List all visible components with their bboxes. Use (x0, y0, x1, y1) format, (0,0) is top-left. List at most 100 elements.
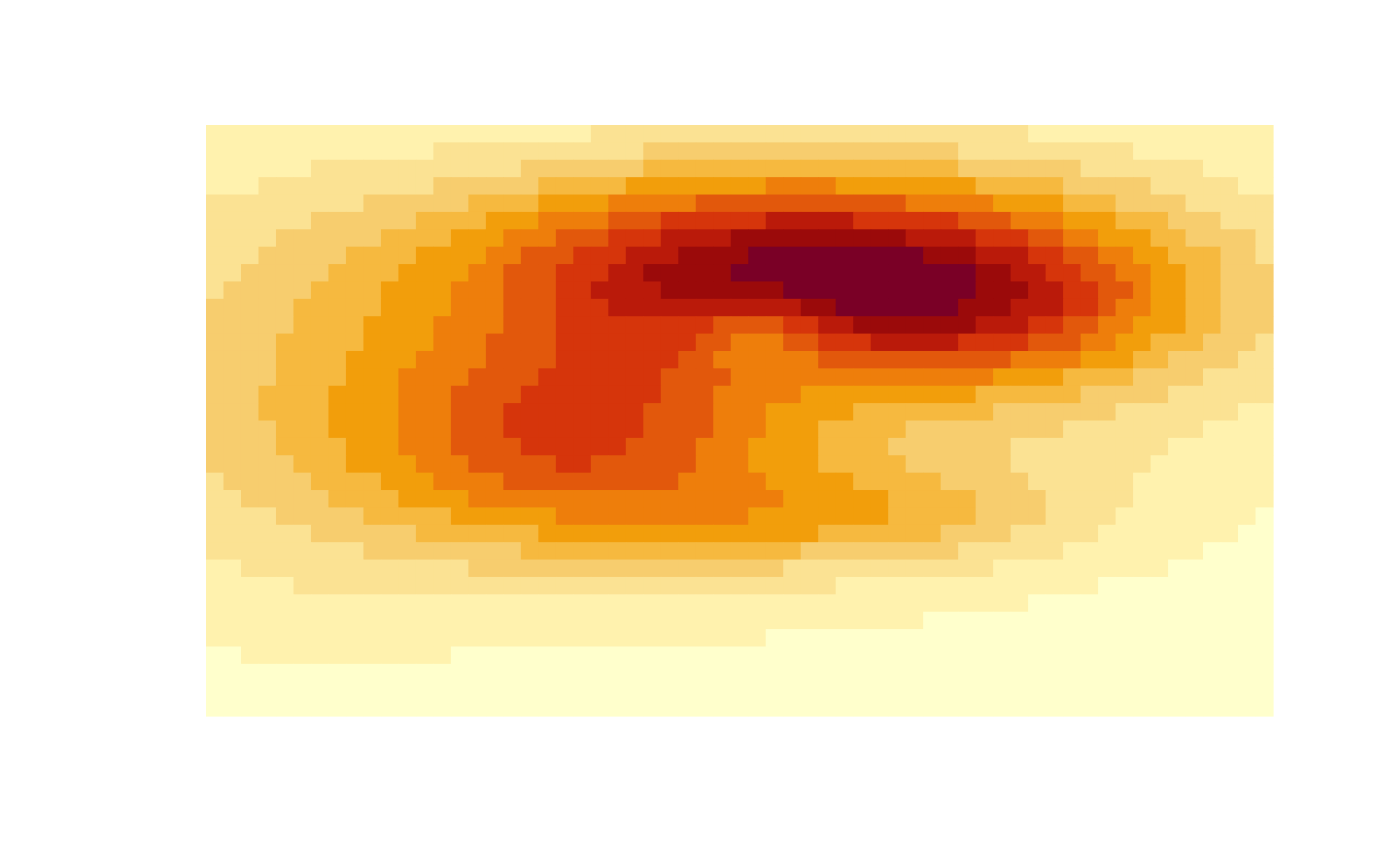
heatmap-cell (958, 333, 977, 352)
heatmap-cell (223, 246, 242, 265)
heatmap-cell (1185, 455, 1204, 474)
heatmap-cell (1115, 403, 1134, 422)
heatmap-cell (975, 264, 994, 283)
heatmap-cell (678, 542, 697, 561)
heatmap-cell (800, 298, 819, 317)
heatmap-cell (485, 281, 504, 300)
heatmap-cell (520, 142, 539, 161)
heatmap-cell (1098, 350, 1117, 369)
heatmap-cell (1168, 159, 1187, 178)
heatmap-cell (975, 594, 994, 613)
heatmap-cell (888, 472, 907, 491)
heatmap-cell (1115, 281, 1134, 300)
heatmap-cell (765, 316, 784, 335)
heatmap-cell (398, 246, 417, 265)
heatmap-cell (608, 281, 627, 300)
heatmap-cell (923, 229, 942, 248)
heatmap-cell (240, 559, 260, 578)
heatmap-cell (310, 142, 330, 161)
heatmap-cell (1063, 403, 1082, 422)
heatmap-cell (1150, 350, 1169, 369)
heatmap-cell (975, 455, 994, 474)
heatmap-cell (1220, 611, 1239, 630)
heatmap-cell (1098, 663, 1117, 682)
heatmap-cell (1098, 455, 1117, 474)
heatmap-cell (468, 507, 487, 526)
heatmap-cell (520, 611, 539, 630)
heatmap-cell (695, 142, 714, 161)
heatmap-cell (695, 698, 714, 717)
heatmap-cell (328, 281, 347, 300)
heatmap-cell (450, 420, 469, 439)
heatmap-cell (240, 524, 260, 543)
heatmap-cell (800, 437, 819, 456)
heatmap-cell (1115, 559, 1134, 578)
heatmap-cell (643, 264, 662, 283)
heatmap-cell (643, 663, 662, 682)
heatmap-cell (1098, 594, 1117, 613)
heatmap-cell (520, 350, 539, 369)
heatmap-cell (835, 316, 854, 335)
heatmap-cell (975, 194, 994, 213)
heatmap-cell (415, 281, 434, 300)
heatmap-cell (993, 142, 1012, 161)
heatmap-cell (783, 246, 802, 265)
heatmap-cell (573, 472, 592, 491)
heatmap-cell (590, 629, 609, 648)
heatmap-cell (1203, 420, 1222, 439)
heatmap-cell (328, 524, 347, 543)
heatmap-cell (940, 264, 959, 283)
heatmap-cell (730, 437, 749, 456)
heatmap-cell (1115, 437, 1134, 456)
heatmap-cell (1238, 316, 1257, 335)
heatmap-cell (1080, 246, 1099, 265)
heatmap-cell (800, 576, 819, 595)
heatmap-cell (328, 333, 347, 352)
heatmap-cell (730, 594, 749, 613)
heatmap-cell (643, 316, 662, 335)
heatmap-cell (888, 559, 907, 578)
heatmap-cell (590, 420, 609, 439)
heatmap-cell (275, 629, 295, 648)
heatmap-cell (206, 264, 225, 283)
heatmap-cell (310, 368, 330, 387)
heatmap-cell (1220, 333, 1239, 352)
heatmap-cell (363, 611, 382, 630)
heatmap-cell (835, 403, 854, 422)
heatmap-cell (905, 629, 924, 648)
heatmap-cell (485, 420, 504, 439)
heatmap-cell (1045, 281, 1064, 300)
heatmap-cell (783, 472, 802, 491)
heatmap-cell (1168, 507, 1187, 526)
heatmap-cell (1063, 281, 1082, 300)
heatmap-cell (1168, 264, 1187, 283)
heatmap-cell (1080, 455, 1099, 474)
heatmap-cell (1220, 125, 1239, 143)
heatmap-cell (975, 385, 994, 404)
heatmap-cell (748, 333, 767, 352)
heatmap-cell (503, 524, 522, 543)
heatmap-cell (1045, 420, 1064, 439)
heatmap-cell (1115, 385, 1134, 404)
heatmap-cell (975, 350, 994, 369)
heatmap-cell (888, 316, 907, 335)
heatmap-cell (643, 125, 662, 143)
heatmap-cell (1150, 490, 1169, 509)
heatmap-cell (695, 663, 714, 682)
heatmap-cell (870, 264, 889, 283)
heatmap-cell (1168, 646, 1187, 665)
heatmap-cell (1080, 229, 1099, 248)
heatmap-cell (800, 281, 819, 300)
heatmap-cell (1045, 663, 1064, 682)
heatmap-cell (1010, 698, 1029, 717)
heatmap-cell (905, 646, 924, 665)
heatmap-cell (678, 403, 697, 422)
heatmap-cell (1255, 663, 1274, 682)
heatmap-cell (783, 490, 802, 509)
heatmap-cell (923, 455, 942, 474)
heatmap-cell (1150, 385, 1169, 404)
heatmap-cell (590, 298, 609, 317)
heatmap-cell (1133, 698, 1152, 717)
heatmap-cell (870, 663, 889, 682)
heatmap-cell (293, 524, 312, 543)
